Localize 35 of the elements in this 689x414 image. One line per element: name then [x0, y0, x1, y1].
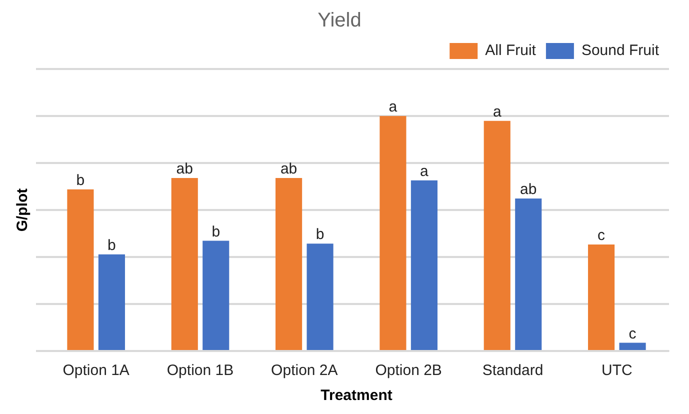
annotation: ab — [176, 160, 193, 178]
legend-label: All Fruit — [485, 42, 537, 60]
annotation: a — [388, 98, 398, 116]
bar — [202, 240, 230, 350]
chart-title: Yield — [318, 10, 362, 32]
annotation: a — [492, 104, 502, 121]
annotation: b — [76, 172, 85, 189]
bar — [98, 254, 125, 350]
annotation: c — [598, 227, 606, 244]
bar — [619, 342, 646, 350]
x-tick-label: Option 2A — [271, 362, 338, 380]
y-axis-title: G/plot — [14, 188, 32, 232]
bar — [380, 116, 406, 350]
bar — [410, 180, 438, 350]
x-tick-label: Option 1A — [62, 362, 130, 380]
x-tick-label: UTC — [602, 362, 632, 380]
x-tick-label: Standard — [482, 362, 544, 380]
bar — [515, 198, 542, 350]
bar — [171, 178, 198, 350]
bar — [588, 244, 615, 350]
legend-label: Sound Fruit — [581, 42, 660, 60]
annotation: ab — [520, 181, 537, 198]
annotation: a — [420, 163, 430, 180]
annotation: c — [628, 325, 637, 342]
x-tick-label: Option 1B — [166, 362, 234, 380]
bar — [484, 120, 510, 350]
bar — [276, 178, 302, 350]
x-tick-label: Option 2B — [375, 362, 442, 380]
bar — [306, 244, 334, 350]
annotation: b — [108, 237, 116, 254]
x-axis-title: Treatment — [320, 387, 392, 404]
annotation: ab — [280, 160, 298, 178]
annotation: b — [316, 226, 324, 244]
annotation: b — [212, 223, 220, 240]
bar — [67, 189, 94, 350]
